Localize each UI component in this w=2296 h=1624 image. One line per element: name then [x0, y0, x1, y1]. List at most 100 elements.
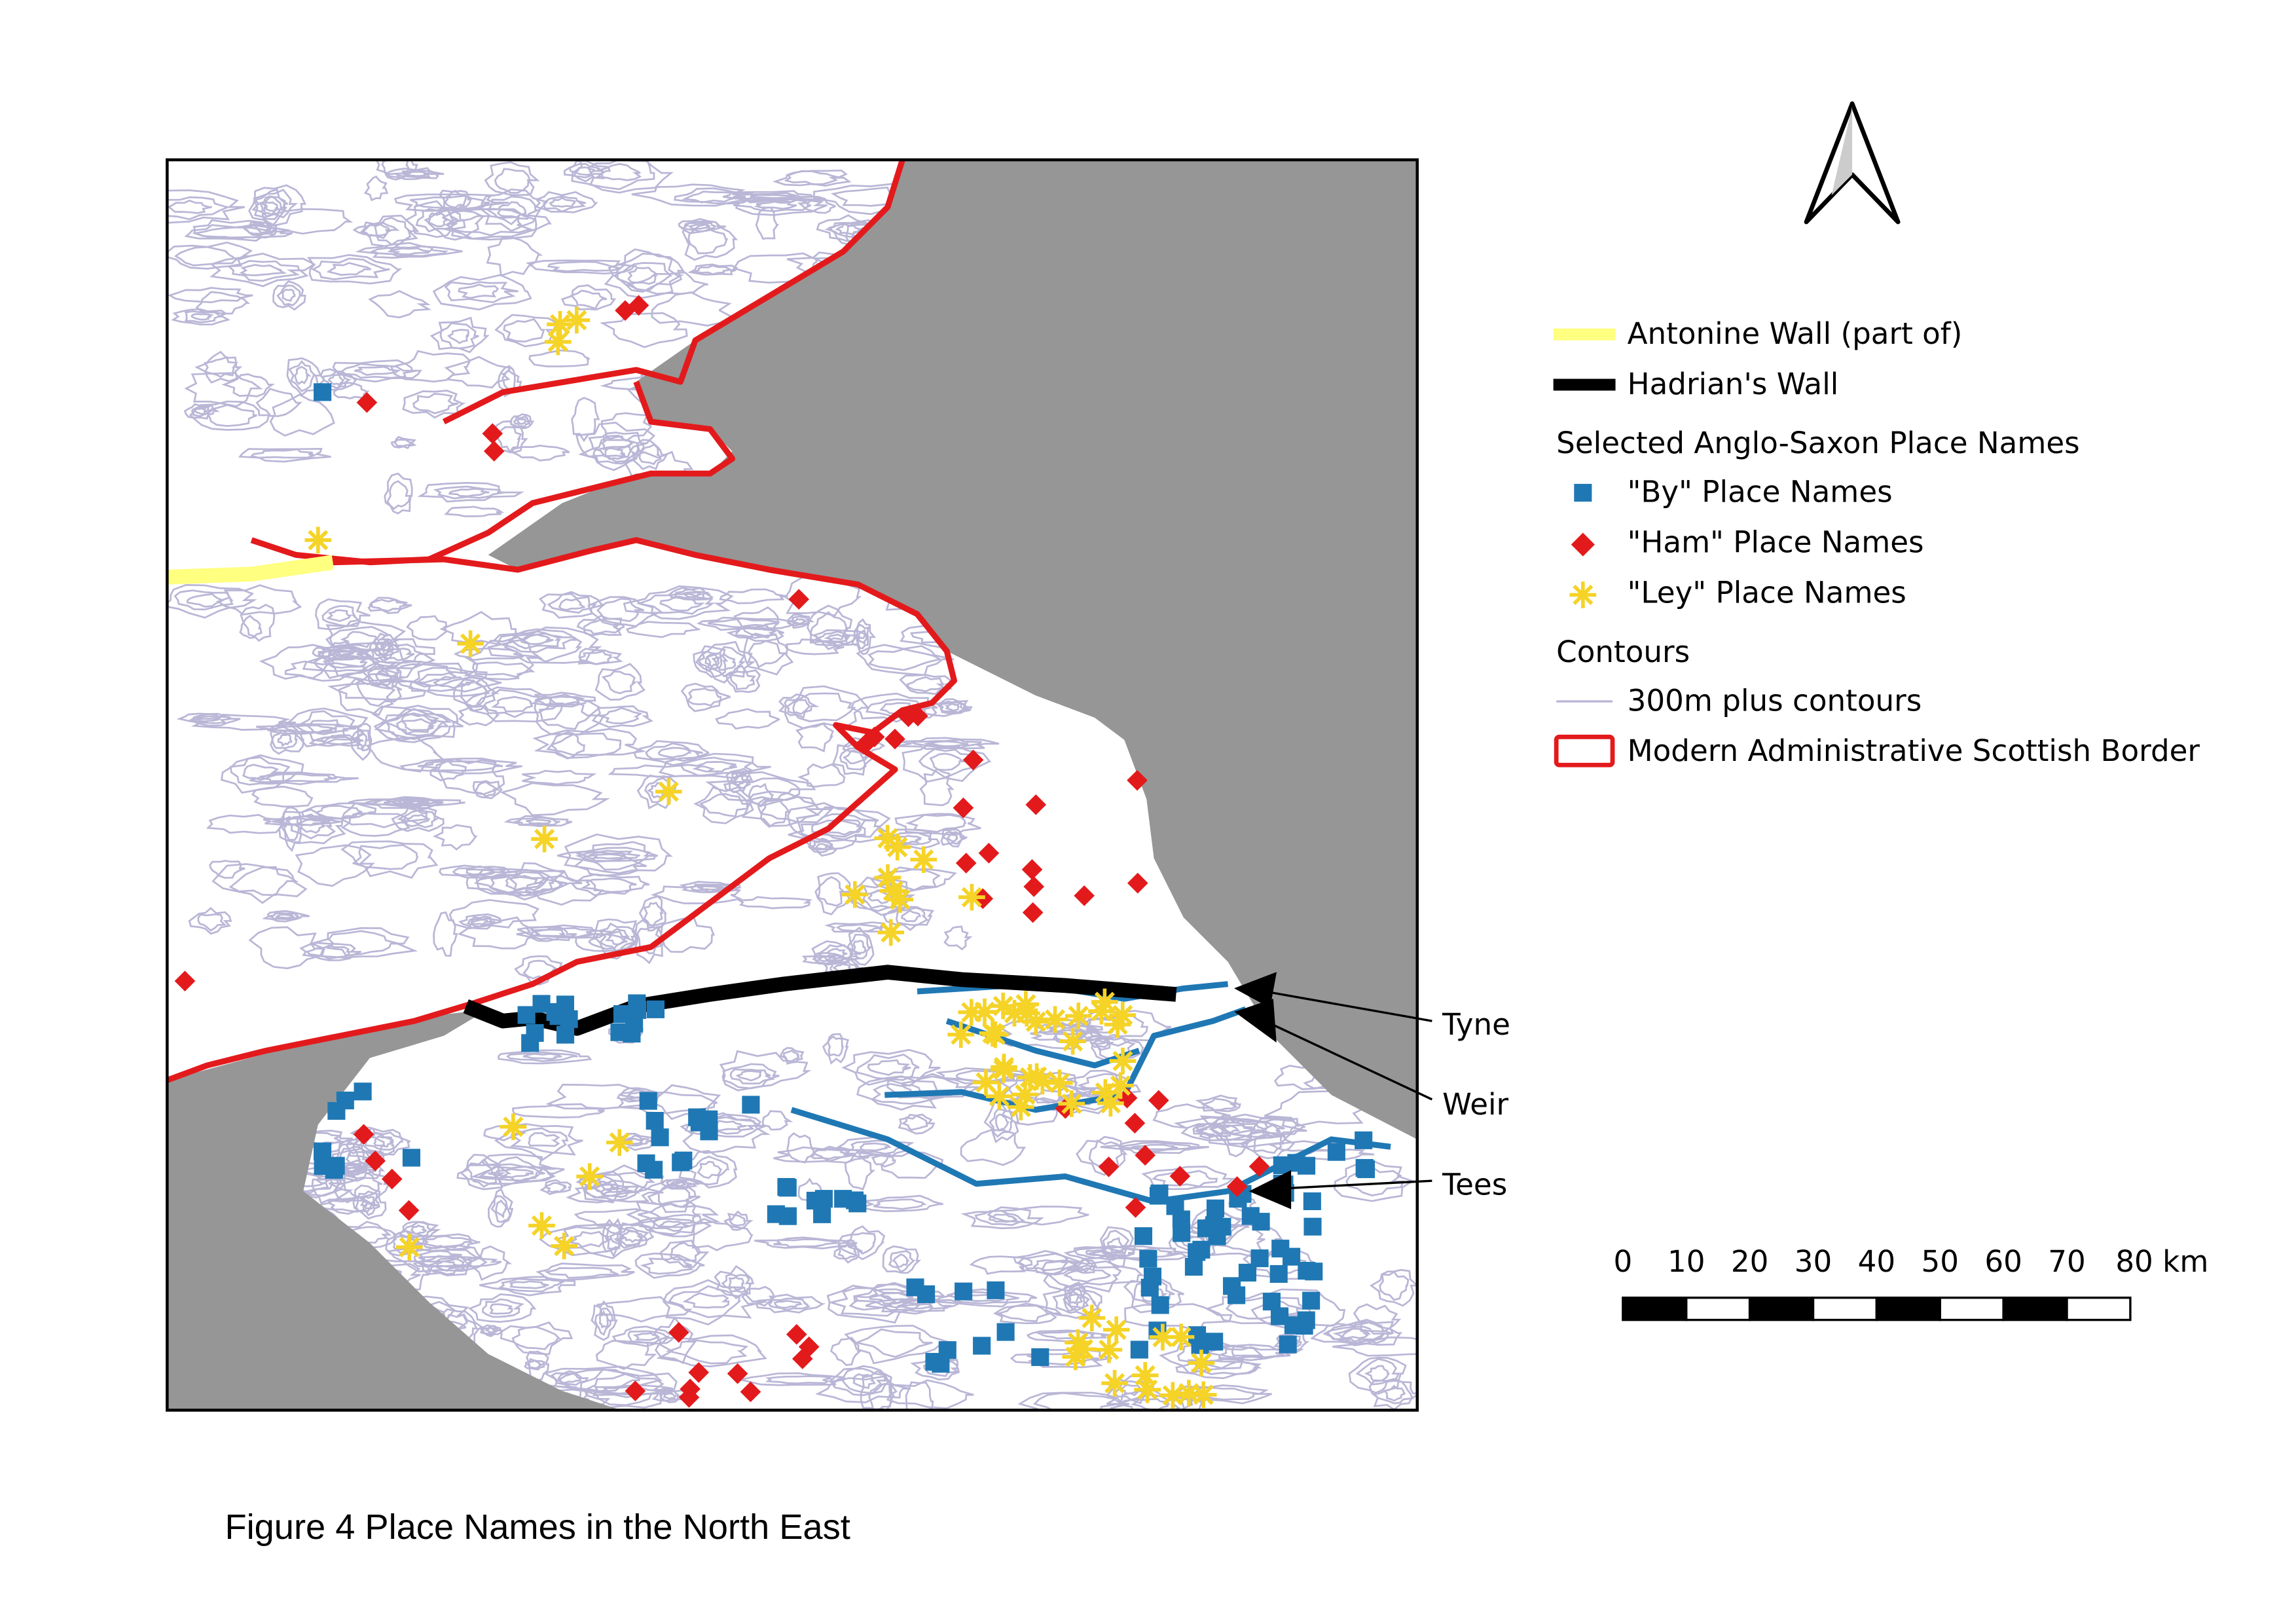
- contour-line: [994, 1018, 1101, 1050]
- contour-line: [536, 1263, 635, 1282]
- contour-line: [286, 813, 337, 840]
- contour-line: [491, 695, 534, 712]
- ley-place-name: [1007, 1094, 1034, 1120]
- contour-line: [814, 1147, 848, 1160]
- contour-line: [506, 1051, 578, 1063]
- contour-line: [352, 221, 400, 239]
- ley-stroke: [1112, 1050, 1133, 1071]
- contour-line: [444, 189, 467, 209]
- contour-line: [645, 742, 703, 762]
- contour-line: [191, 313, 214, 321]
- contour-line: [587, 933, 628, 950]
- contour-line: [807, 838, 837, 857]
- contour-line: [340, 631, 378, 648]
- contour-line: [522, 1052, 562, 1060]
- contour-line: [1084, 1014, 1148, 1040]
- contour-line: [401, 713, 440, 731]
- contour-line: [906, 676, 946, 693]
- contour-line: [870, 1082, 934, 1105]
- contour-line: [249, 448, 316, 459]
- contour-line: [594, 663, 646, 701]
- contour-line: [1101, 1229, 1131, 1259]
- contour-line: [522, 769, 597, 786]
- ley-place-name: [991, 1054, 1017, 1080]
- antonine-wall: [167, 555, 335, 585]
- by-place-name: [1192, 1240, 1211, 1259]
- ley-place-name: [1022, 1008, 1049, 1035]
- contour-line: [365, 798, 445, 808]
- contour-line: [299, 942, 362, 961]
- contour-line: [306, 253, 403, 285]
- contour-line: [655, 916, 716, 953]
- contour-line: [853, 1328, 933, 1358]
- contour-line: [259, 773, 337, 783]
- contour-line: [682, 220, 738, 261]
- contour-line: [568, 162, 604, 179]
- contour-line: [422, 1254, 473, 1276]
- contour-line: [446, 329, 470, 344]
- ley-place-name: [606, 1129, 633, 1156]
- contour-line: [272, 817, 329, 826]
- contour-line: [860, 1370, 892, 1411]
- by-place-name: [973, 1337, 991, 1355]
- ham-place-name: [955, 853, 977, 874]
- contour-line: [691, 265, 735, 276]
- scale-label: 70: [2048, 1244, 2086, 1279]
- contour-line: [167, 241, 253, 270]
- ham-place-name: [1135, 1145, 1156, 1166]
- contour-line: [844, 1150, 876, 1190]
- contour-line: [526, 819, 552, 824]
- contour-line: [566, 1230, 611, 1248]
- contour-line: [679, 881, 742, 893]
- ley-place-name: [874, 864, 902, 891]
- north-arrow: [1804, 101, 1901, 225]
- contour-line: [538, 701, 593, 730]
- contour-line: [603, 447, 629, 460]
- ley-place-name: [1042, 1006, 1068, 1033]
- contour-line: [517, 418, 527, 425]
- contour-line: [1192, 1118, 1275, 1141]
- contour-line: [637, 1202, 702, 1228]
- legend-label: "Ley" Place Names: [1628, 575, 1906, 610]
- ham-place-name: [1226, 1176, 1248, 1197]
- contour-line: [779, 1046, 805, 1065]
- ley-place-name: [947, 1021, 975, 1048]
- contour-line: [240, 604, 276, 642]
- by-place-name: [987, 1281, 1005, 1299]
- ham-place-name: [1025, 794, 1047, 815]
- scale-segment: [1875, 1297, 1941, 1321]
- contour-line: [605, 928, 630, 946]
- contour-line: [395, 718, 435, 735]
- contour-line: [860, 1142, 892, 1152]
- contour-line: [520, 633, 554, 645]
- by-place-name: [325, 1161, 343, 1179]
- contour-line: [579, 650, 613, 665]
- contour-line: [327, 649, 354, 657]
- by-place-name: [646, 1000, 665, 1018]
- contour-line: [326, 262, 372, 276]
- legend-label: "Ham" Place Names: [1628, 525, 1924, 560]
- contour-line: [326, 609, 353, 622]
- contour-line: [1334, 1159, 1414, 1202]
- ley-stroke: [609, 1132, 630, 1153]
- contour-line: [384, 472, 413, 515]
- by-place-name: [521, 1034, 539, 1052]
- contour-line: [251, 785, 314, 808]
- contour-line: [1151, 1170, 1218, 1188]
- contour-line: [367, 597, 412, 614]
- contour-line: [1332, 1336, 1417, 1357]
- contour-line: [465, 1158, 506, 1188]
- contour-line: [663, 1392, 678, 1400]
- ley-stroke: [1162, 1385, 1183, 1406]
- ley-stroke: [1100, 1093, 1121, 1114]
- contour-line: [220, 754, 304, 794]
- contour-line: [550, 731, 585, 760]
- contour-line: [988, 1213, 1018, 1223]
- by-place-name: [1241, 1207, 1260, 1225]
- contour-line: [534, 695, 586, 706]
- contour-line: [410, 1224, 428, 1235]
- contour-line: [168, 287, 253, 304]
- scale-segment: [1622, 1297, 1688, 1321]
- contour-line: [856, 1054, 920, 1081]
- ley-stroke: [1095, 1082, 1116, 1103]
